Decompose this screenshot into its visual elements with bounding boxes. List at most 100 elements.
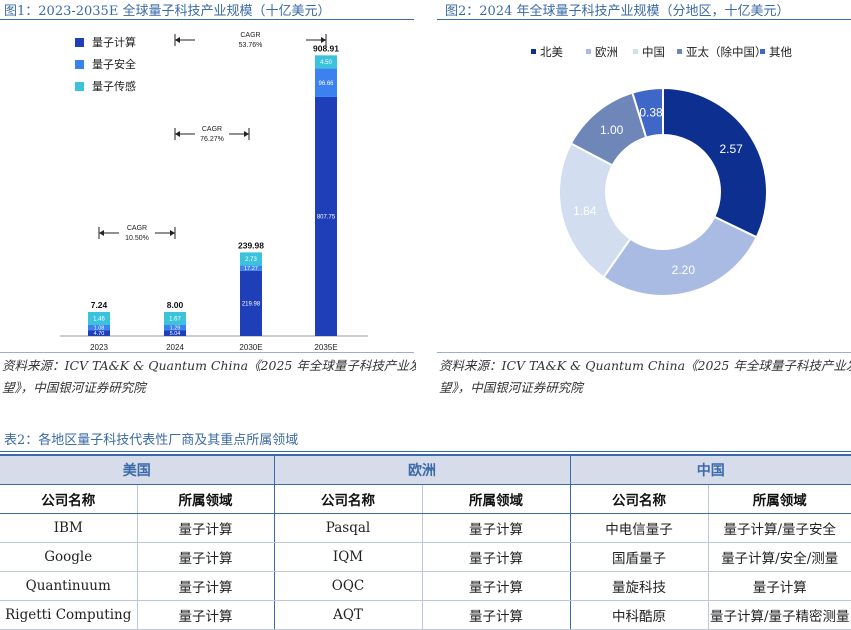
legend-label: 欧洲 (595, 46, 618, 59)
region-header-europe: 欧洲 (273, 454, 570, 485)
table-cell: 中电信量子 (569, 513, 708, 543)
donut-value-label: 1.84 (573, 204, 597, 218)
table-cell: 量子计算/量子精密测量 (707, 600, 851, 630)
cagr-arrowhead (170, 230, 175, 236)
table-cell: 量旋科技 (569, 571, 708, 601)
legend-label: 量子安全 (92, 57, 136, 71)
bar-segment (88, 330, 110, 336)
table-cell: 量子计算 (136, 542, 274, 572)
figure1-source: 资料来源：ICV TA&K & Quantum China《2025 年全球量子… (2, 355, 416, 399)
legend-swatch (75, 82, 84, 91)
legend-swatch (633, 49, 638, 54)
bar-total-label: 239.98 (238, 240, 264, 250)
table-cell: 量子计算 (136, 513, 274, 543)
bar-value-label: 1.67 (169, 317, 181, 323)
cagr-label: CAGR (127, 225, 147, 232)
bar-total-label: 7.24 (91, 300, 108, 310)
bar-segment (164, 325, 186, 331)
table-cell: Pasqal (273, 513, 422, 543)
donut-slice (602, 215, 758, 297)
bar-segment (240, 265, 262, 271)
col-header-field: 所属领域 (421, 484, 570, 514)
table-cell: OQC (273, 571, 422, 601)
table-row: Quantinuum 量子计算 OQC 量子计算 量旋科技 量子计算 (0, 571, 851, 601)
table-cell: 量子计算/量子安全 (707, 513, 851, 543)
cagr-value: 10.50% (125, 235, 149, 242)
col-header-field: 所属领域 (707, 484, 851, 514)
cagr-arrowhead (244, 131, 249, 137)
figure2-source: 资料来源：ICV TA&K & Quantum China《2025 年全球量子… (439, 355, 851, 399)
bar-value-label: 96.66 (318, 81, 334, 87)
cagr-arrowhead (99, 230, 104, 236)
bar-segment (88, 312, 110, 325)
table-cell: IBM (0, 513, 137, 543)
region-header-row: 美国 欧洲 中国 (0, 454, 851, 485)
figure2-source-line1: 资料来源：ICV TA&K & Quantum China《2025 年全球量子… (439, 358, 851, 373)
figure1-title: 图1：2023-2035E 全球量子科技产业规模（十亿美元） (4, 4, 331, 19)
figure2-title: 图2：2024 年全球量子科技产业规模（分地区，十亿美元） (445, 4, 790, 19)
bar-value-label: 1.29 (170, 326, 181, 332)
legend-swatch (677, 49, 682, 54)
cagr-arrowhead (175, 131, 180, 137)
donut-slice (662, 86, 768, 239)
col-header-company: 公司名称 (0, 484, 137, 514)
bar-value-label: 1.08 (94, 326, 105, 332)
bar-value-label: 219.98 (242, 302, 261, 308)
legend-swatch (75, 38, 84, 47)
legend-label: 北美 (540, 45, 563, 59)
cagr-label: CAGR (202, 126, 222, 133)
bar-total-label: 908.91 (313, 43, 339, 53)
table-cell: 量子计算 (421, 542, 570, 572)
cagr-arrowhead (321, 37, 326, 43)
bar-segment (240, 252, 262, 266)
table-row: Google 量子计算 IQM 量子计算 国盾量子 量子计算/安全/测量 (0, 542, 851, 572)
table-cell: 中科酷原 (569, 600, 708, 630)
table-cell: 量子计算/安全/测量 (707, 542, 851, 572)
figure1-source-rule (0, 352, 414, 353)
bar-value-label: 2.73 (245, 257, 257, 263)
table-cell: Quantinuum (0, 571, 137, 601)
region-header-china: 中国 (569, 454, 851, 485)
figure2-source-line2: 望》，中国银河证券研究院 (439, 380, 583, 395)
legend-label: 中国 (642, 46, 665, 59)
table-cell: 量子计算 (136, 600, 274, 630)
bar-segment (315, 68, 337, 97)
donut-slice (631, 86, 664, 139)
table-cell: 量子计算 (421, 513, 570, 543)
table-row: Rigetti Computing 量子计算 AQT 量子计算 中科酷原 量子计… (0, 600, 851, 630)
table-cell: 量子计算 (136, 571, 274, 601)
table-cell: Google (0, 542, 137, 572)
legend-swatch (75, 60, 84, 69)
region-header-us: 美国 (0, 454, 274, 485)
figure1-title-rule (0, 19, 414, 20)
legend-swatch (586, 49, 591, 54)
col-header-company: 公司名称 (273, 484, 422, 514)
bar-value-label: 4.50 (320, 60, 332, 66)
legend-label: 量子计算 (92, 35, 136, 49)
donut-chart: 北美 欧洲 中国 亚太（除中国） 其他 2.57 2.20 1.84 1.00 0.38 (531, 45, 792, 297)
vendor-table: 美国 欧洲 中国 公司名称 所属领域 公司名称 所属领域 公司名称 所属领域 I… (0, 454, 851, 630)
bar-total-label: 8.00 (167, 300, 184, 310)
legend-label: 其他 (769, 46, 792, 59)
bar-segment (88, 325, 110, 331)
legend-label: 亚太（除中国） (686, 45, 767, 59)
bar-segment (240, 270, 262, 336)
table-cell: AQT (273, 600, 422, 630)
x-tick-label: 2030E (239, 343, 262, 352)
column-header-row: 公司名称 所属领域 公司名称 所属领域 公司名称 所属领域 (0, 484, 851, 514)
table-title-rule (0, 451, 851, 452)
col-header-company: 公司名称 (569, 484, 708, 514)
bar-value-label: 17.27 (244, 266, 258, 272)
bar-value-label: 5.04 (170, 331, 181, 337)
bar-value-label: 1.46 (93, 317, 105, 323)
cagr-arrowhead (175, 37, 180, 43)
bar-segment (315, 55, 337, 69)
x-tick-label: 2023 (90, 343, 108, 352)
legend-label: 量子传感 (92, 80, 136, 93)
bar-value-label: 807.75 (317, 215, 336, 221)
figure2-title-rule (437, 19, 851, 20)
table-cell: IQM (273, 542, 422, 572)
legend-swatch (760, 49, 765, 54)
table-title: 表2：各地区量子科技代表性厂商及其重点所属领域 (4, 433, 299, 448)
